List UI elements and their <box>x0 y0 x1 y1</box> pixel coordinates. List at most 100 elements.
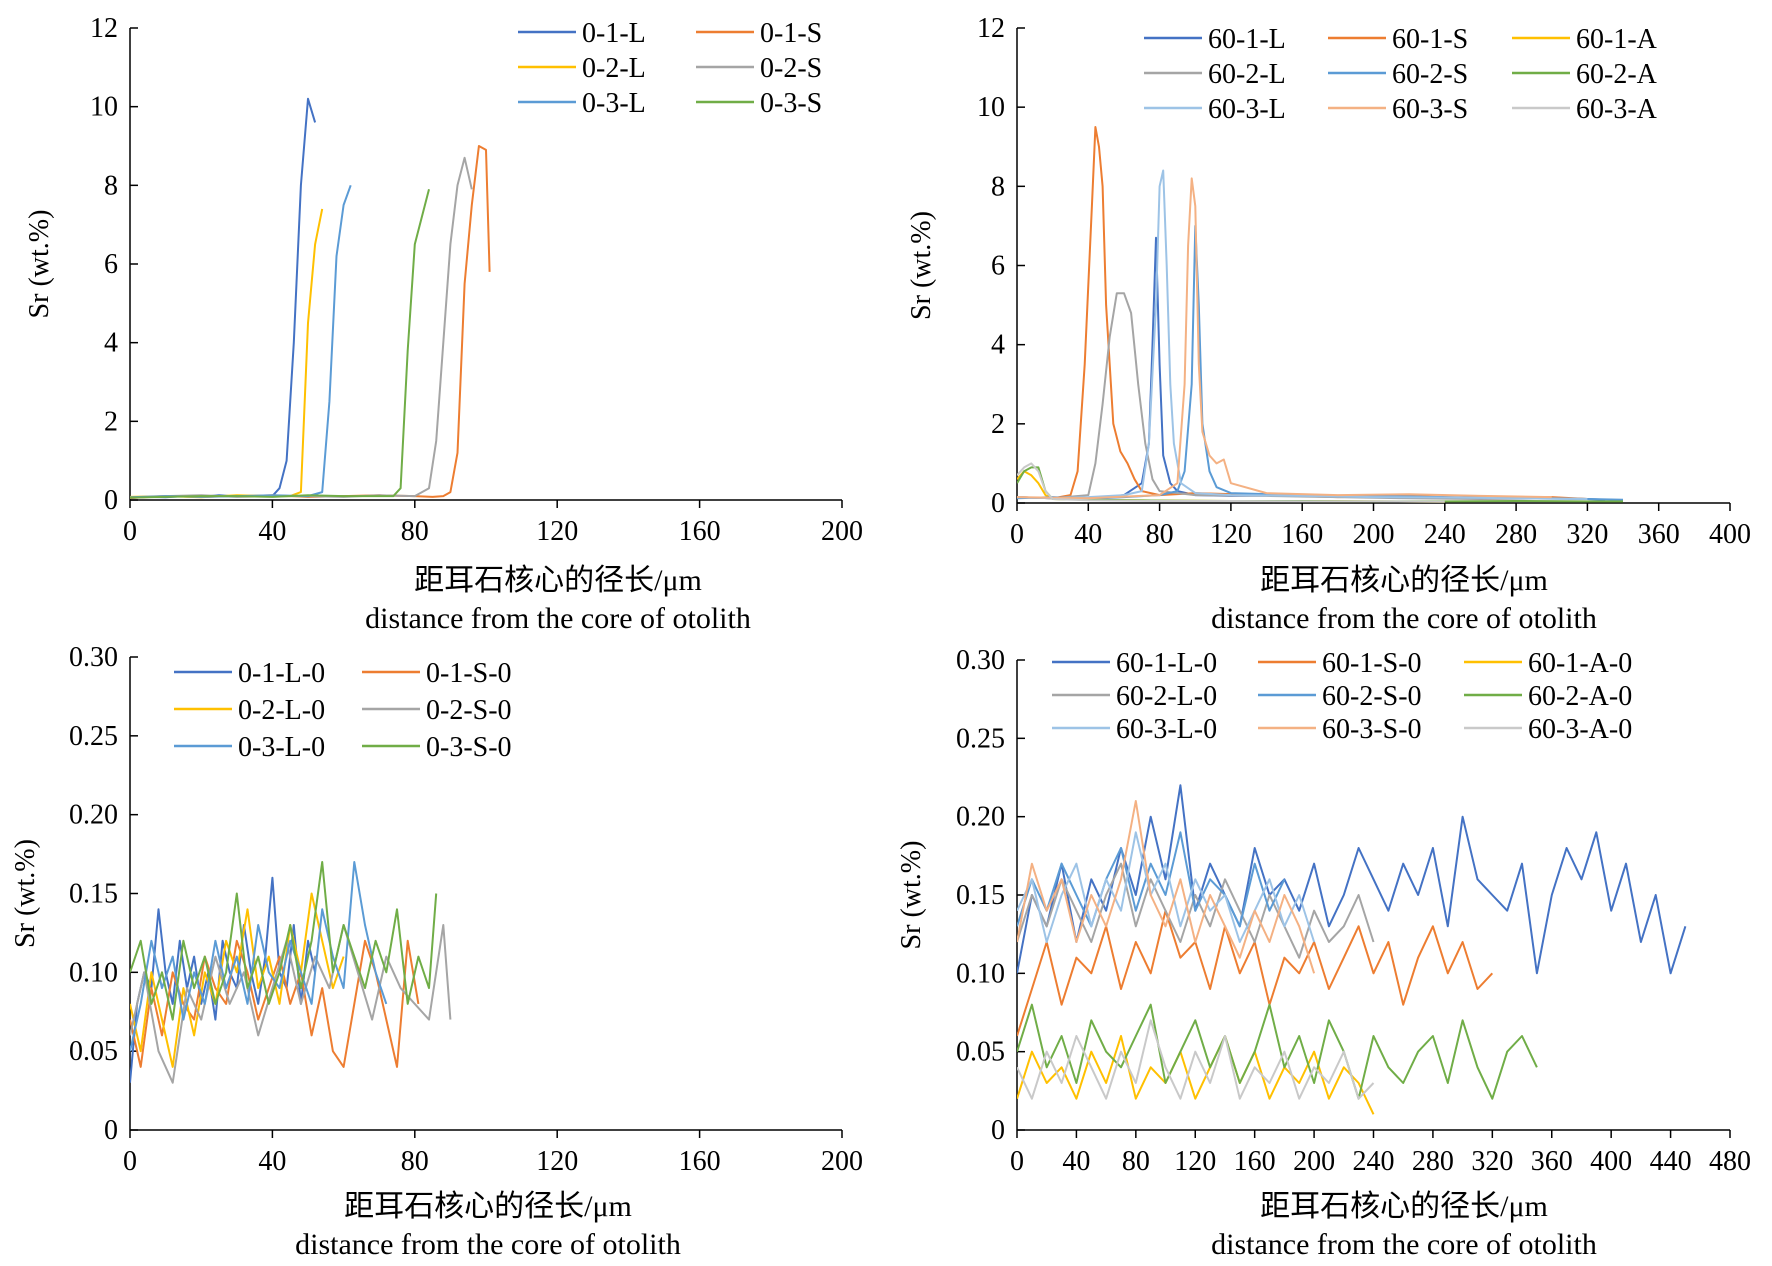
y-tick-label: 0.10 <box>956 958 1005 989</box>
legend-label: 60-3-A <box>1576 94 1658 125</box>
x-tick-label: 480 <box>1709 1146 1751 1177</box>
series-line-0-3-L-0 <box>130 861 388 1052</box>
series-line-0-3-S-0 <box>130 861 438 1021</box>
series-line-0-2-L-0 <box>130 892 345 1068</box>
x-axis-label-en: distance from the core of otolith <box>365 602 751 635</box>
y-tick-label: 0 <box>991 488 1005 519</box>
y-tick-label: 0.20 <box>956 802 1005 833</box>
x-tick-label: 440 <box>1650 1146 1692 1177</box>
legend-label: 60-3-A-0 <box>1528 714 1632 745</box>
series-line-60-2-A-0 <box>1017 1003 1538 1100</box>
legend-label: 60-3-L <box>1208 94 1286 125</box>
x-tick-label: 120 <box>536 1146 578 1177</box>
y-tick-label: 0 <box>104 1115 118 1146</box>
x-tick-label: 280 <box>1412 1146 1454 1177</box>
chart-panel-bottom-right: 0 0.05 0.10 0.15 0.20 0.25 0.30 0 40 80 120 160 200 2… <box>896 645 1751 1261</box>
series-line-60-3-L <box>1017 169 1588 500</box>
x-axis-label-cn: 距耳石核心的径长/μm <box>1260 564 1548 597</box>
x-tick-label: 0 <box>123 1146 137 1177</box>
x-tick-label: 240 <box>1424 519 1466 550</box>
x-tick-label: 400 <box>1709 519 1751 550</box>
series-line-60-3-L-0 <box>1017 831 1316 943</box>
y-tick-label: 0.15 <box>956 880 1005 911</box>
x-tick-label: 40 <box>1062 1146 1090 1177</box>
y-tick-label: 4 <box>104 328 118 359</box>
legend-label: 0-3-S-0 <box>426 732 512 763</box>
y-axis-label: Sr (wt.%) <box>906 211 937 320</box>
y-axis-label: Sr (wt.%) <box>896 841 927 950</box>
y-axis-label: Sr (wt.%) <box>24 210 55 319</box>
x-tick-label: 160 <box>679 516 721 547</box>
series-line-60-2-S-0 <box>1017 831 1286 928</box>
y-tick-label: 0 <box>991 1115 1005 1146</box>
chart-panel-bottom-left: 0 0.05 0.10 0.15 0.20 0.25 0.30 0 40 80 120 160 200 S… <box>10 642 863 1261</box>
y-tick-label: 0.25 <box>69 721 118 752</box>
y-tick-label: 0.25 <box>956 723 1005 754</box>
x-tick-label: 80 <box>401 516 429 547</box>
series-line-60-1-A-0 <box>1017 1035 1375 1115</box>
x-axis-label-cn: 距耳石核心的径长/μm <box>344 1190 632 1223</box>
legend-label: 60-3-S <box>1392 94 1468 125</box>
x-tick-label: 40 <box>258 1146 286 1177</box>
series-line-60-1-S <box>1017 126 1588 500</box>
legend-label: 60-2-L <box>1208 59 1286 90</box>
x-tick-label: 0 <box>123 516 137 547</box>
y-tick-label: 0.15 <box>69 879 118 910</box>
x-axis-label-cn: 距耳石核心的径长/μm <box>414 564 702 597</box>
legend-label: 60-2-L-0 <box>1116 681 1217 712</box>
x-axis-label-cn: 距耳石核心的径长/μm <box>1260 1190 1548 1223</box>
x-tick-label: 40 <box>1074 519 1102 550</box>
legend-label: 60-1-L <box>1208 24 1286 55</box>
x-tick-label: 200 <box>821 516 863 547</box>
x-tick-label: 160 <box>1234 1146 1276 1177</box>
legend-label: 60-1-S-0 <box>1322 648 1422 679</box>
x-tick-label: 0 <box>1010 1146 1024 1177</box>
y-tick-label: 2 <box>104 406 118 437</box>
x-tick-label: 120 <box>1210 519 1252 550</box>
series-line-0-1-L-0 <box>130 876 317 1083</box>
x-tick-label: 160 <box>679 1146 721 1177</box>
series-line-60-2-L-0 <box>1017 862 1375 959</box>
x-tick-label: 200 <box>1293 1146 1335 1177</box>
x-tick-label: 120 <box>1174 1146 1216 1177</box>
x-tick-label: 80 <box>1122 1146 1150 1177</box>
y-tick-label: 6 <box>104 249 118 280</box>
legend-label: 60-2-A-0 <box>1528 681 1632 712</box>
series-line-60-1-L-0 <box>1017 784 1687 975</box>
series-line-0-2-S-0 <box>130 924 452 1084</box>
x-tick-label: 80 <box>1146 519 1174 550</box>
legend-label: 60-2-A <box>1576 59 1658 90</box>
y-tick-label: 0.10 <box>69 957 118 988</box>
legend-label: 0-2-L-0 <box>238 695 325 726</box>
y-tick-label: 10 <box>90 92 118 123</box>
legend-label: 0-1-S-0 <box>426 658 512 689</box>
x-tick-label: 0 <box>1010 519 1024 550</box>
legend-label: 0-3-L-0 <box>238 732 325 763</box>
legend-label: 60-2-S-0 <box>1322 681 1422 712</box>
legend-label: 0-3-L <box>582 88 646 119</box>
x-tick-label: 320 <box>1566 519 1608 550</box>
y-axis-label: Sr (wt.%) <box>10 839 41 948</box>
legend-label: 0-1-L <box>582 18 646 49</box>
legend-label: 0-3-S <box>760 88 822 119</box>
y-tick-label: 12 <box>977 13 1005 44</box>
x-axis-label-en: distance from the core of otolith <box>295 1228 681 1261</box>
y-tick-label: 6 <box>991 251 1005 282</box>
x-tick-label: 280 <box>1495 519 1537 550</box>
series-line-60-3-A <box>1017 462 1445 503</box>
legend-label: 60-2-S <box>1392 59 1468 90</box>
x-tick-label: 160 <box>1281 519 1323 550</box>
y-tick-label: 0.05 <box>69 1036 118 1067</box>
legend-label: 0-2-S <box>760 53 822 84</box>
y-tick-label: 0.05 <box>956 1037 1005 1068</box>
y-tick-label: 8 <box>104 170 118 201</box>
legend-label: 60-1-L-0 <box>1116 648 1217 679</box>
x-tick-label: 200 <box>821 1146 863 1177</box>
x-tick-label: 240 <box>1353 1146 1395 1177</box>
x-tick-label: 320 <box>1471 1146 1513 1177</box>
legend-label: 0-2-L <box>582 53 646 84</box>
legend-label: 0-1-L-0 <box>238 658 325 689</box>
series-line-0-3-S <box>130 189 430 499</box>
